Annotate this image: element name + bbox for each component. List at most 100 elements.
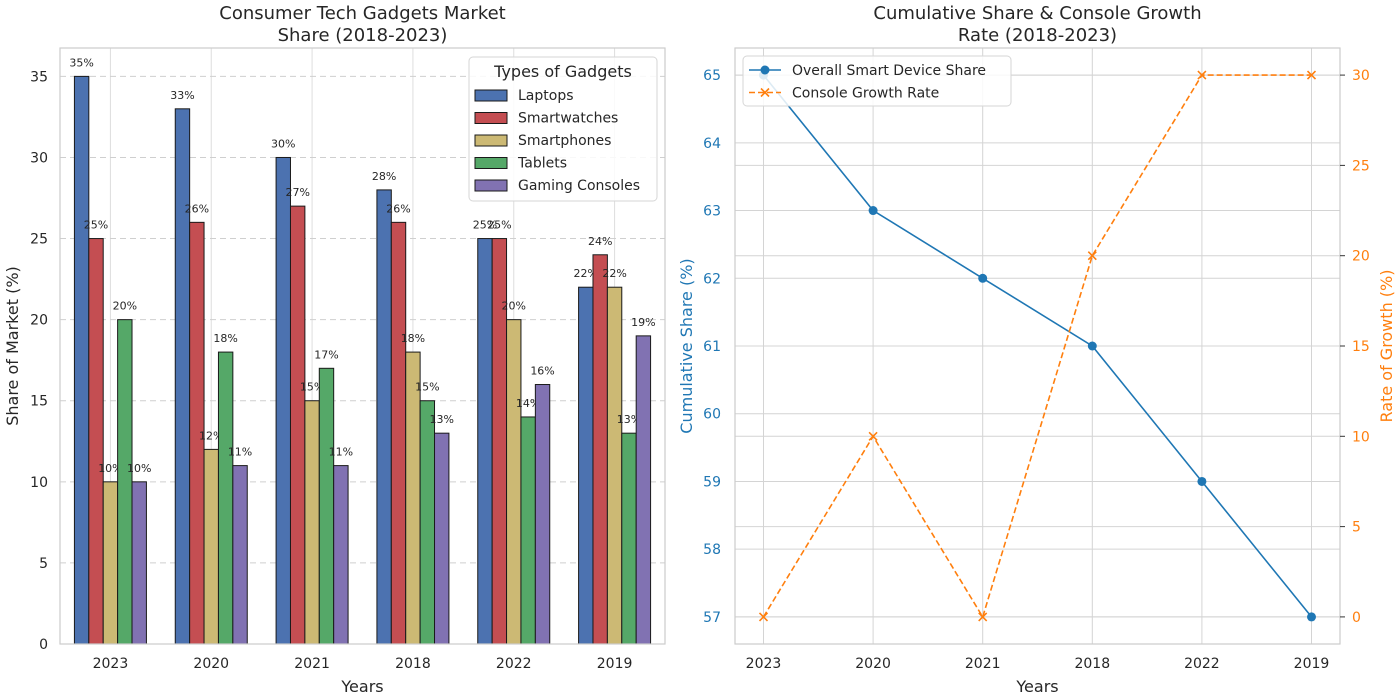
left-y-tick-label: 64	[703, 136, 721, 152]
legend-title: Types of Gadgets	[493, 62, 632, 81]
bar-value-label: 11%	[329, 446, 353, 459]
left-y-tick-label: 63	[703, 204, 721, 220]
bar-laptops	[174, 108, 191, 645]
legend-swatch	[474, 134, 508, 147]
bar-value-label: 26%	[185, 202, 209, 215]
legend: Overall Smart Device Share Console Growth…	[742, 55, 1012, 107]
bar-smartwatches	[592, 254, 608, 645]
legend-box	[742, 55, 1012, 107]
chart-title-line-2: Rate (2018-2023)	[958, 25, 1117, 46]
bar-laptops	[275, 156, 291, 645]
bar-tablets	[520, 416, 536, 645]
chart-title-line-2: Share (2018-2023)	[278, 25, 448, 46]
bar-value-label: 13%	[617, 413, 641, 426]
bar-value-label: 13%	[429, 413, 453, 426]
left-y-tick-label: 61	[703, 339, 721, 355]
bar-value-label: 33%	[170, 89, 194, 102]
bar-value-label: 20%	[502, 300, 526, 313]
bar-value-label: 20%	[113, 300, 137, 313]
bar-value-label: 35%	[69, 56, 93, 69]
right-y-tick-label: 25	[1352, 158, 1370, 174]
left-y-tick-label: 59	[703, 474, 721, 490]
x-axis-label: Years	[340, 677, 383, 696]
right-y-tick-label: 10	[1352, 429, 1370, 445]
data-point-marker	[1087, 251, 1097, 261]
bar-tablets	[117, 319, 133, 645]
data-point-marker	[868, 206, 878, 216]
bar-value-label: 15%	[300, 381, 324, 394]
data-point-marker	[1197, 476, 1207, 486]
bar-smartphones	[203, 448, 219, 645]
bar-value-label: 27%	[285, 186, 309, 199]
y-tick-label: 5	[39, 556, 48, 572]
y-tick-label: 15	[30, 394, 48, 410]
series-line-console-growth-rate	[762, 74, 1312, 619]
bar-value-label: 25%	[473, 219, 497, 232]
y-tick-label: 25	[30, 232, 48, 248]
left-y-tick-label: 58	[703, 542, 721, 558]
chart-title-line-1: Consumer Tech Gadgets Market	[219, 3, 505, 24]
bar-laptops	[376, 189, 392, 645]
legend-box	[468, 56, 658, 202]
left-y-tick-label: 62	[703, 271, 721, 287]
right-y-axis-label: Rate of Growth (%)	[1377, 270, 1396, 423]
bar-tablets	[217, 351, 234, 645]
legend-swatch	[474, 179, 508, 192]
left-y-tick-label: 60	[703, 407, 721, 423]
bar-smartwatches	[289, 205, 306, 645]
bar-value-label: 30%	[271, 137, 295, 150]
bar-smartphones	[102, 481, 119, 645]
bar-value-label: 18%	[401, 332, 425, 345]
legend-entry: Laptops	[518, 88, 574, 104]
y-tick-label: 35	[30, 69, 48, 85]
bar-value-label: 25%	[84, 219, 108, 232]
bar-gaming-consoles	[232, 465, 248, 645]
data-point-marker	[978, 612, 988, 622]
data-point-marker	[758, 612, 769, 622]
legend-marker	[760, 87, 770, 98]
bar-tablets	[318, 367, 335, 645]
x-tick-label: 2019	[1294, 656, 1330, 672]
x-tick-label: 2021	[965, 656, 1001, 672]
legend-entry: Overall Smart Device Share	[792, 63, 986, 79]
bar-value-label: 11%	[228, 446, 252, 459]
y-axis-label: Share of Market (%)	[3, 266, 22, 426]
right-y-tick-label: 5	[1352, 520, 1361, 536]
data-point-marker	[1307, 612, 1317, 622]
right-y-tick-label: 20	[1352, 249, 1370, 265]
y-tick-label: 0	[39, 637, 48, 653]
bar-value-label: 15%	[415, 381, 439, 394]
bar-gaming-consoles	[131, 481, 147, 645]
bar-value-label: 22%	[574, 267, 598, 280]
bar-gaming-consoles	[635, 335, 652, 645]
bar-smartphones	[606, 286, 623, 645]
bar-value-label: 28%	[372, 170, 396, 183]
left-y-axis-label: Cumulative Share (%)	[677, 258, 696, 433]
bar-value-label: 26%	[386, 202, 410, 215]
x-axis-label: Years	[1015, 677, 1058, 696]
bar-smartwatches	[88, 238, 104, 645]
x-tick-label: 2022	[1184, 656, 1220, 672]
bar-value-label: 18%	[213, 332, 237, 345]
bar-laptops	[578, 286, 594, 645]
bar-value-label: 10%	[98, 462, 122, 475]
legend-swatch	[474, 112, 508, 124]
bar-value-label: 10%	[127, 462, 151, 475]
right-y-tick-label: 30	[1352, 68, 1370, 84]
legend-entry: Smartwatches	[518, 111, 618, 127]
legend-marker	[760, 65, 770, 75]
bar-value-label: 19%	[631, 316, 655, 329]
chart-title-line-1: Cumulative Share & Console Growth	[873, 3, 1201, 24]
legend-swatch	[474, 157, 508, 169]
y-tick-label: 20	[30, 313, 48, 329]
bar-smartphones	[506, 319, 522, 645]
left-y-tick-label: 57	[703, 610, 721, 626]
bar-value-label: 16%	[530, 365, 554, 378]
legend-entry: Gaming Consoles	[518, 178, 640, 194]
cumulative-share-line-chart: 57 58 59 60 61 62 63 64 65 0 5 10 15 20 25 30 2023 2020 20…	[677, 3, 1396, 696]
bar-gaming-consoles	[333, 465, 349, 645]
bar-smartwatches	[390, 221, 407, 645]
legend-entry: Smartphones	[518, 133, 611, 149]
bar-tablets	[621, 432, 637, 645]
bar-smartphones	[405, 351, 421, 645]
